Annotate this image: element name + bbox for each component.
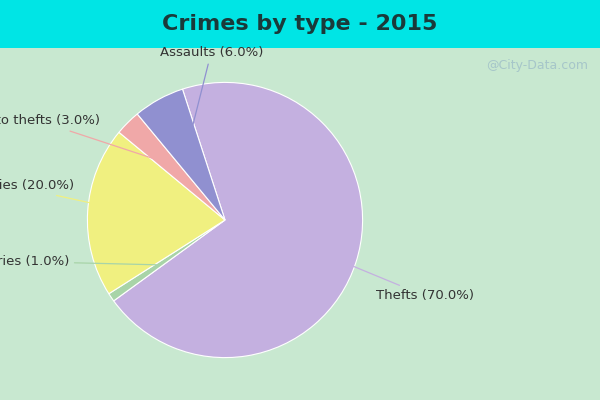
Wedge shape <box>119 114 225 220</box>
Text: Assaults (6.0%): Assaults (6.0%) <box>160 46 263 147</box>
Wedge shape <box>109 220 225 301</box>
Text: Auto thefts (3.0%): Auto thefts (3.0%) <box>0 114 166 163</box>
Text: Burglaries (20.0%): Burglaries (20.0%) <box>0 179 143 214</box>
Text: @City-Data.com: @City-Data.com <box>486 58 588 72</box>
Text: Robberies (1.0%): Robberies (1.0%) <box>0 255 156 268</box>
Wedge shape <box>137 89 225 220</box>
Wedge shape <box>88 132 225 294</box>
Wedge shape <box>113 82 362 358</box>
Text: Thefts (70.0%): Thefts (70.0%) <box>304 246 473 302</box>
Text: Crimes by type - 2015: Crimes by type - 2015 <box>163 14 437 34</box>
